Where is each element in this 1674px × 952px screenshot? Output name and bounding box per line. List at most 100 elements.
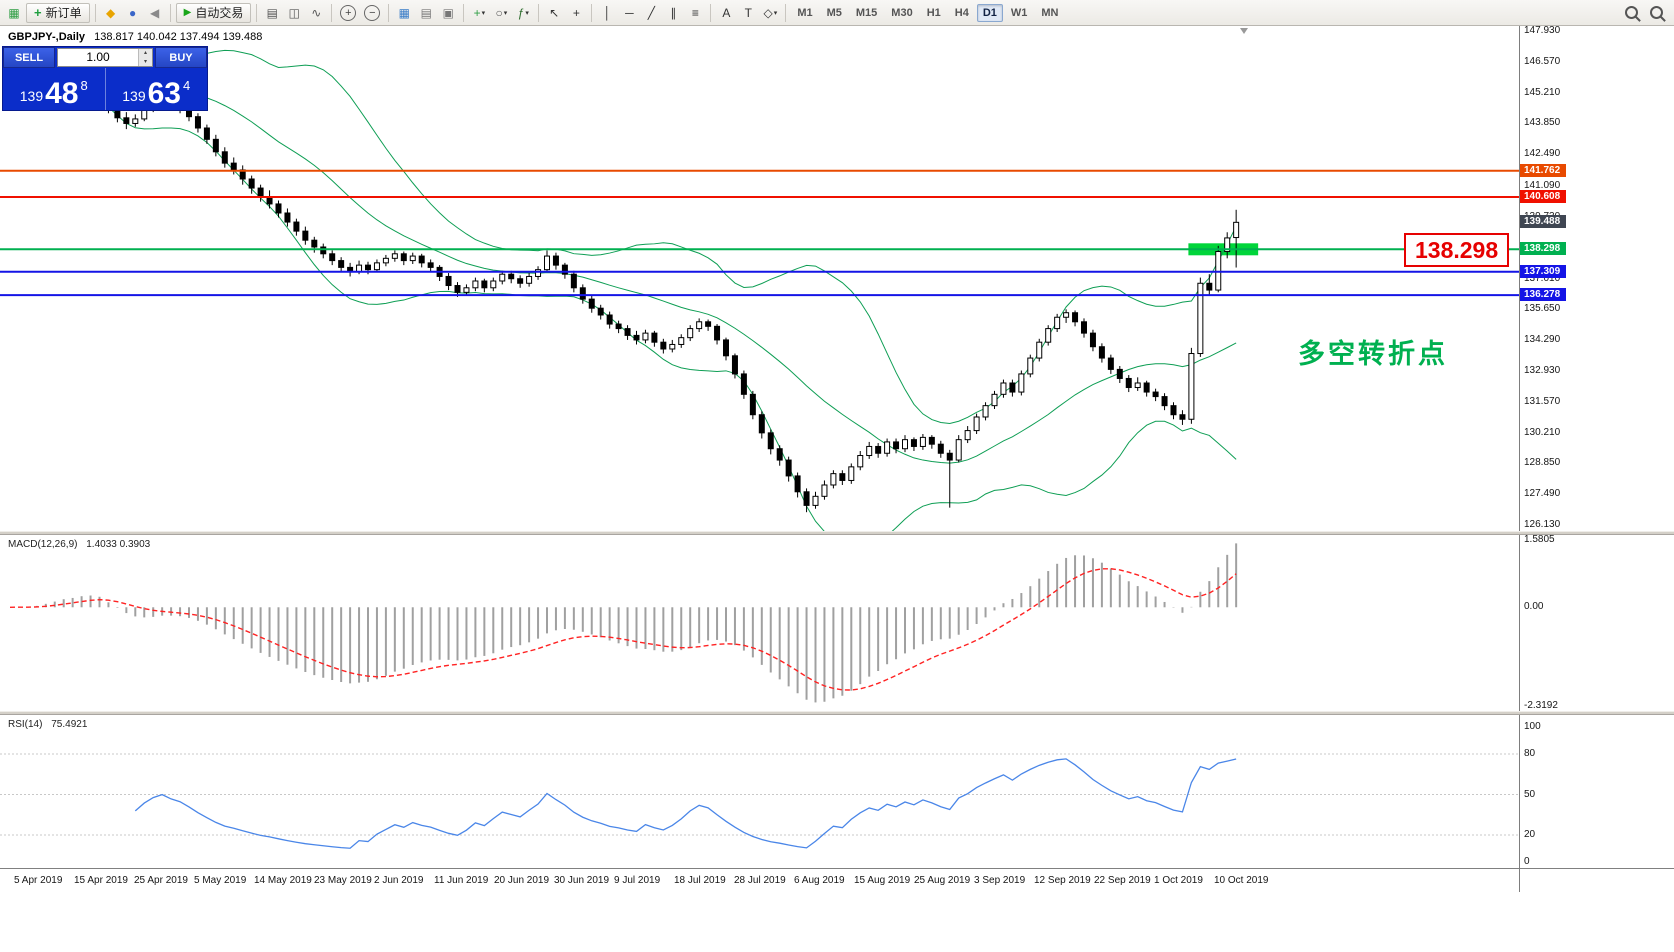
- volume-value[interactable]: 1.00: [86, 50, 110, 64]
- rsi-indicator-label: RSI(14) 75.4921: [8, 719, 87, 730]
- trendline-icon[interactable]: ╱: [641, 3, 661, 23]
- price-axis-label: 142.490: [1524, 148, 1561, 160]
- fibonacci-icon[interactable]: ≡: [685, 3, 705, 23]
- timeframe-m30[interactable]: M30: [885, 4, 918, 22]
- volume-up-button[interactable]: ▴: [139, 49, 152, 58]
- price-callout-annotation[interactable]: 138.298: [1404, 233, 1510, 267]
- price-axis-badge: 140.608: [1520, 189, 1566, 203]
- sell-price[interactable]: 139 48 8: [3, 68, 105, 110]
- timeframe-w1[interactable]: W1: [1005, 4, 1034, 22]
- price-axis-label: 146.570: [1524, 55, 1561, 67]
- channel-icon[interactable]: ∥: [663, 3, 683, 23]
- indicators-icon[interactable]: ƒ ▾: [513, 3, 533, 23]
- time-axis-label: 5 May 2019: [194, 875, 247, 886]
- time-axis-label: 9 Jul 2019: [614, 875, 661, 886]
- new-chart-icon[interactable]: + ▾: [469, 3, 489, 23]
- time-axis[interactable]: 5 Apr 2019 15 Apr 2019 25 Apr 2019 5 May 20…: [0, 868, 1674, 893]
- zoom-window-icon[interactable]: [1647, 3, 1670, 23]
- timeframe-m15[interactable]: M15: [850, 4, 883, 22]
- accounts-icon[interactable]: ●: [123, 3, 143, 23]
- timeframe-m1[interactable]: M1: [791, 4, 818, 22]
- rsi-pane-canvas[interactable]: [0, 715, 1519, 866]
- cascade-windows-icon[interactable]: ▤: [416, 3, 436, 23]
- toolbar-separator: [256, 3, 258, 22]
- new-order-button[interactable]: + 新订单: [26, 2, 90, 23]
- chart-window-icon[interactable]: ▦: [4, 3, 24, 23]
- price-axis-label: 147.930: [1524, 24, 1561, 36]
- profiles-icon[interactable]: ○ ▾: [491, 3, 511, 23]
- pane-splitter-rsi[interactable]: [0, 711, 1674, 715]
- line-chart-icon[interactable]: ∿: [306, 3, 326, 23]
- price-axis-border: [1519, 26, 1520, 892]
- toolbar-separator: [331, 3, 333, 22]
- timeframe-h4[interactable]: H4: [949, 4, 975, 22]
- rsi-line: [134, 758, 1237, 849]
- zoom-out-icon[interactable]: −: [361, 3, 383, 23]
- tile-windows-icon[interactable]: ▦: [394, 3, 414, 23]
- arrange-windows-icon[interactable]: ▣: [438, 3, 458, 23]
- time-axis-label: 15 Apr 2019: [74, 875, 128, 886]
- buy-button[interactable]: BUY: [155, 47, 207, 68]
- bar-chart-icon[interactable]: ▤: [262, 3, 282, 23]
- timeframe-m5[interactable]: M5: [821, 4, 848, 22]
- cursor-icon[interactable]: ↖: [544, 3, 564, 23]
- volume-field[interactable]: 1.00 ▴ ▾: [57, 48, 153, 67]
- horizontal-line-icon[interactable]: ─: [619, 3, 639, 23]
- time-axis-label: 20 Jun 2019: [494, 875, 550, 886]
- toolbar-view-icons: ◆ ● ◀: [101, 3, 165, 23]
- macd-pane-canvas[interactable]: [0, 535, 1519, 711]
- search-icon[interactable]: [1622, 3, 1645, 23]
- zoom-in-icon[interactable]: +: [337, 3, 359, 23]
- crosshair-icon[interactable]: +: [566, 3, 586, 23]
- sell-price-pips: 48: [45, 76, 79, 110]
- buy-price[interactable]: 139 63 4: [104, 68, 208, 110]
- toolbar-separator: [785, 3, 787, 22]
- time-axis-label: 10 Oct 2019: [1214, 875, 1269, 886]
- bollinger-lower-band: [9, 92, 1237, 531]
- text-label-icon[interactable]: T: [738, 3, 758, 23]
- buy-price-pips: 63: [147, 76, 181, 110]
- time-axis-label: 5 Apr 2019: [14, 875, 63, 886]
- candlestick-chart-icon[interactable]: ◫: [284, 3, 304, 23]
- time-axis-label: 18 Jul 2019: [674, 875, 726, 886]
- toolbar: ▦ + 新订单 ◆ ● ◀ ▶ 自动交易 ▤ ◫ ∿ + − ▦ ▤ ▣ + ▾ ○ ▾ ƒ ▾ ↖ + │ ─ ╱ ∥ ≡…: [0, 0, 1674, 26]
- time-axis-label: 25 Apr 2019: [134, 875, 188, 886]
- time-axis-label: 25 Aug 2019: [914, 875, 971, 886]
- timeframe-mn[interactable]: MN: [1035, 4, 1064, 22]
- chart-shift-marker[interactable]: [1240, 28, 1248, 34]
- auto-trading-label: 自动交易: [195, 6, 244, 20]
- alerts-icon[interactable]: ◀: [145, 3, 165, 23]
- vertical-line-icon[interactable]: │: [597, 3, 617, 23]
- macd-signal-line: [9, 568, 1237, 691]
- shapes-icon[interactable]: ◇ ▾: [760, 3, 780, 23]
- rsi-axis-label: 20: [1524, 829, 1536, 840]
- rsi-axis-label: 100: [1524, 721, 1541, 732]
- rsi-name: RSI(14): [8, 719, 43, 730]
- price-axis-label: 130.210: [1524, 426, 1561, 438]
- rsi-axis-label: 0: [1524, 856, 1530, 867]
- price-chart-canvas[interactable]: [0, 26, 1519, 531]
- macd-axis-label: 0.00: [1524, 601, 1544, 613]
- rsi-axis-label: 50: [1524, 788, 1536, 800]
- time-axis-label: 12 Sep 2019: [1034, 875, 1091, 886]
- timeframe-d1[interactable]: D1: [976, 3, 1003, 22]
- price-axis-label: 126.130: [1524, 519, 1561, 531]
- time-axis-label: 14 May 2019: [254, 875, 312, 886]
- time-axis-label: 28 Jul 2019: [734, 875, 786, 886]
- favorites-icon[interactable]: ◆: [101, 3, 121, 23]
- sell-button[interactable]: SELL: [3, 47, 55, 68]
- rsi-axis-label: 80: [1524, 748, 1536, 759]
- time-axis-label: 23 May 2019: [314, 875, 372, 886]
- timeframe-h1[interactable]: H1: [921, 4, 947, 22]
- sell-price-point: 8: [80, 78, 88, 93]
- toolbar-separator: [538, 3, 540, 22]
- turning-point-annotation[interactable]: 多空转折点: [1298, 339, 1448, 369]
- time-axis-label: 11 Jun 2019: [434, 875, 489, 886]
- price-axis-label: 131.570: [1524, 395, 1561, 407]
- toolbar-separator: [388, 3, 390, 22]
- volume-down-button[interactable]: ▾: [139, 57, 152, 66]
- text-icon[interactable]: A: [716, 3, 736, 23]
- auto-trading-button[interactable]: ▶ 自动交易: [175, 2, 252, 23]
- time-axis-label: 3 Sep 2019: [974, 875, 1026, 886]
- pane-splitter-macd[interactable]: [0, 531, 1674, 535]
